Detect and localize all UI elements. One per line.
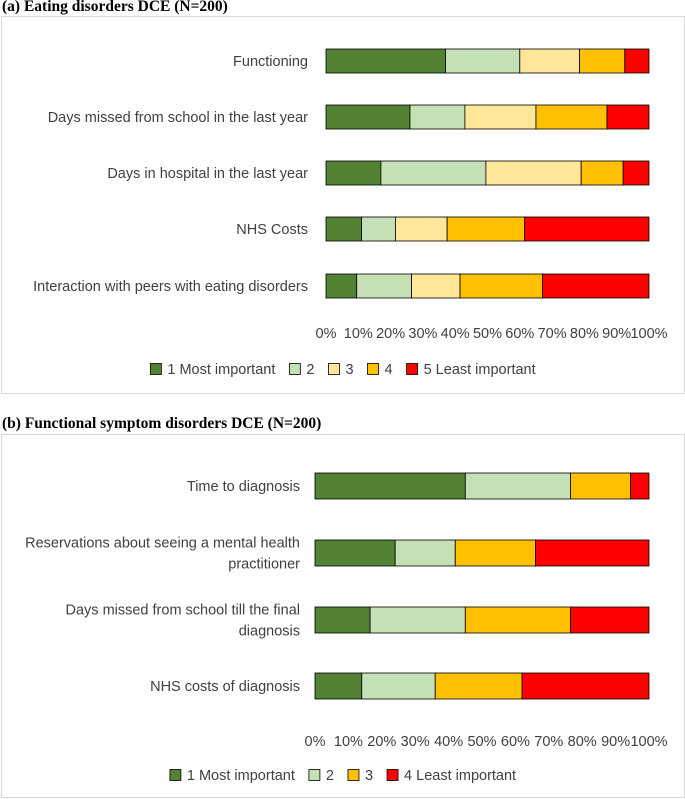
category-label: Days missed from school till the final: [66, 603, 301, 619]
bar-segment: [434, 672, 523, 700]
bar-segment: [570, 472, 632, 500]
x-tick-label: 30%: [408, 326, 437, 342]
bar-segment: [380, 160, 487, 186]
legend-swatch: [347, 769, 360, 781]
chart-a-plot: Functioning Days missed from school in th…: [33, 48, 668, 378]
bar-segment: [524, 216, 650, 242]
category-label: diagnosis: [239, 624, 300, 640]
legend-swatch: [367, 363, 379, 375]
legend-swatch: [406, 363, 418, 375]
category-label: Reservations about seeing a mental healt…: [25, 536, 300, 552]
legend-swatch: [288, 363, 301, 375]
x-tick-label: 40%: [441, 326, 470, 342]
legend-label: 3: [345, 362, 353, 378]
bar-segment: [464, 606, 571, 634]
bar-segment: [622, 160, 650, 186]
bar-segment: [454, 539, 536, 567]
x-tick-label: 80%: [568, 734, 597, 750]
x-tick-label: 50%: [467, 734, 496, 750]
category-label: Interaction with peers with eating disor…: [33, 279, 308, 295]
legend-label: 1 Most important: [167, 362, 275, 378]
x-tick-label: 40%: [434, 734, 463, 750]
bar-segment: [395, 216, 448, 242]
bar-segment: [446, 216, 526, 242]
x-tick-label: 30%: [401, 734, 430, 750]
legend-label: 2: [326, 768, 334, 784]
x-tick-label: 20%: [367, 734, 396, 750]
bar-segment: [325, 216, 362, 242]
legend-swatch: [169, 769, 182, 781]
bar-segment: [459, 273, 543, 299]
bar-segment: [314, 472, 466, 500]
chart-b-title: (b) Functional symptom disorders DCE (N=…: [2, 415, 322, 432]
bar-segment: [542, 273, 650, 299]
category-label: Functioning: [233, 54, 308, 70]
bar-segment: [579, 48, 626, 74]
x-tick-label: 90%: [602, 326, 631, 342]
bar-segment: [535, 539, 650, 567]
bar-segment: [411, 273, 461, 299]
x-tick-label: 80%: [570, 326, 599, 342]
bar-segment: [356, 273, 412, 299]
x-tick-label: 10%: [344, 326, 373, 342]
category-label: practitioner: [228, 557, 300, 573]
x-tick-label: 60%: [501, 734, 530, 750]
x-tick-label: 100%: [630, 326, 667, 342]
bar-segment: [606, 104, 650, 130]
x-tick-label: 70%: [534, 734, 563, 750]
x-tick-label: 10%: [334, 734, 363, 750]
category-label: Days in hospital in the last year: [107, 166, 308, 182]
bar-segment: [521, 672, 650, 700]
bar-segment: [464, 104, 537, 130]
legend-label: 4: [385, 362, 393, 378]
legend-swatch: [386, 769, 399, 781]
bar-segment: [361, 216, 396, 242]
legend-label: 4 Least important: [404, 768, 516, 784]
bar-segment: [394, 539, 456, 567]
legend-swatch: [149, 363, 162, 375]
legend-swatch: [308, 769, 321, 781]
bar-segment: [314, 606, 371, 634]
chart-a-title: (a) Eating disorders DCE (N=200): [2, 0, 228, 15]
bar-segment: [361, 672, 436, 700]
x-tick-label: 20%: [376, 326, 405, 342]
bar-segment: [314, 672, 363, 700]
legend-label: 2: [306, 362, 314, 378]
bar-segment: [369, 606, 466, 634]
category-label: Days missed from school in the last year: [48, 110, 308, 126]
x-tick-label: 0%: [305, 734, 326, 750]
bar-segment: [580, 160, 624, 186]
x-tick-label: 60%: [505, 326, 534, 342]
category-label: NHS Costs: [236, 222, 308, 238]
x-tick-label: 70%: [538, 326, 567, 342]
bar-segment: [325, 104, 411, 130]
x-tick-label: 100%: [630, 734, 667, 750]
category-label: Time to diagnosis: [187, 479, 300, 495]
bar-segment: [624, 48, 650, 74]
bar-segment: [314, 539, 396, 567]
bar-segment: [464, 472, 571, 500]
legend-label: 1 Most important: [187, 768, 295, 784]
x-tick-label: 90%: [601, 734, 630, 750]
bar-segment: [570, 606, 650, 634]
legend-label: 5 Least important: [424, 362, 536, 378]
bar-segment: [630, 472, 650, 500]
x-tick-label: 0%: [316, 326, 337, 342]
bar-segment: [409, 104, 466, 130]
bar-segment: [325, 48, 446, 74]
legend-label: 3: [365, 768, 373, 784]
legend-swatch: [328, 363, 340, 375]
category-label: NHS costs of diagnosis: [150, 679, 300, 695]
x-tick-label: 50%: [473, 326, 502, 342]
